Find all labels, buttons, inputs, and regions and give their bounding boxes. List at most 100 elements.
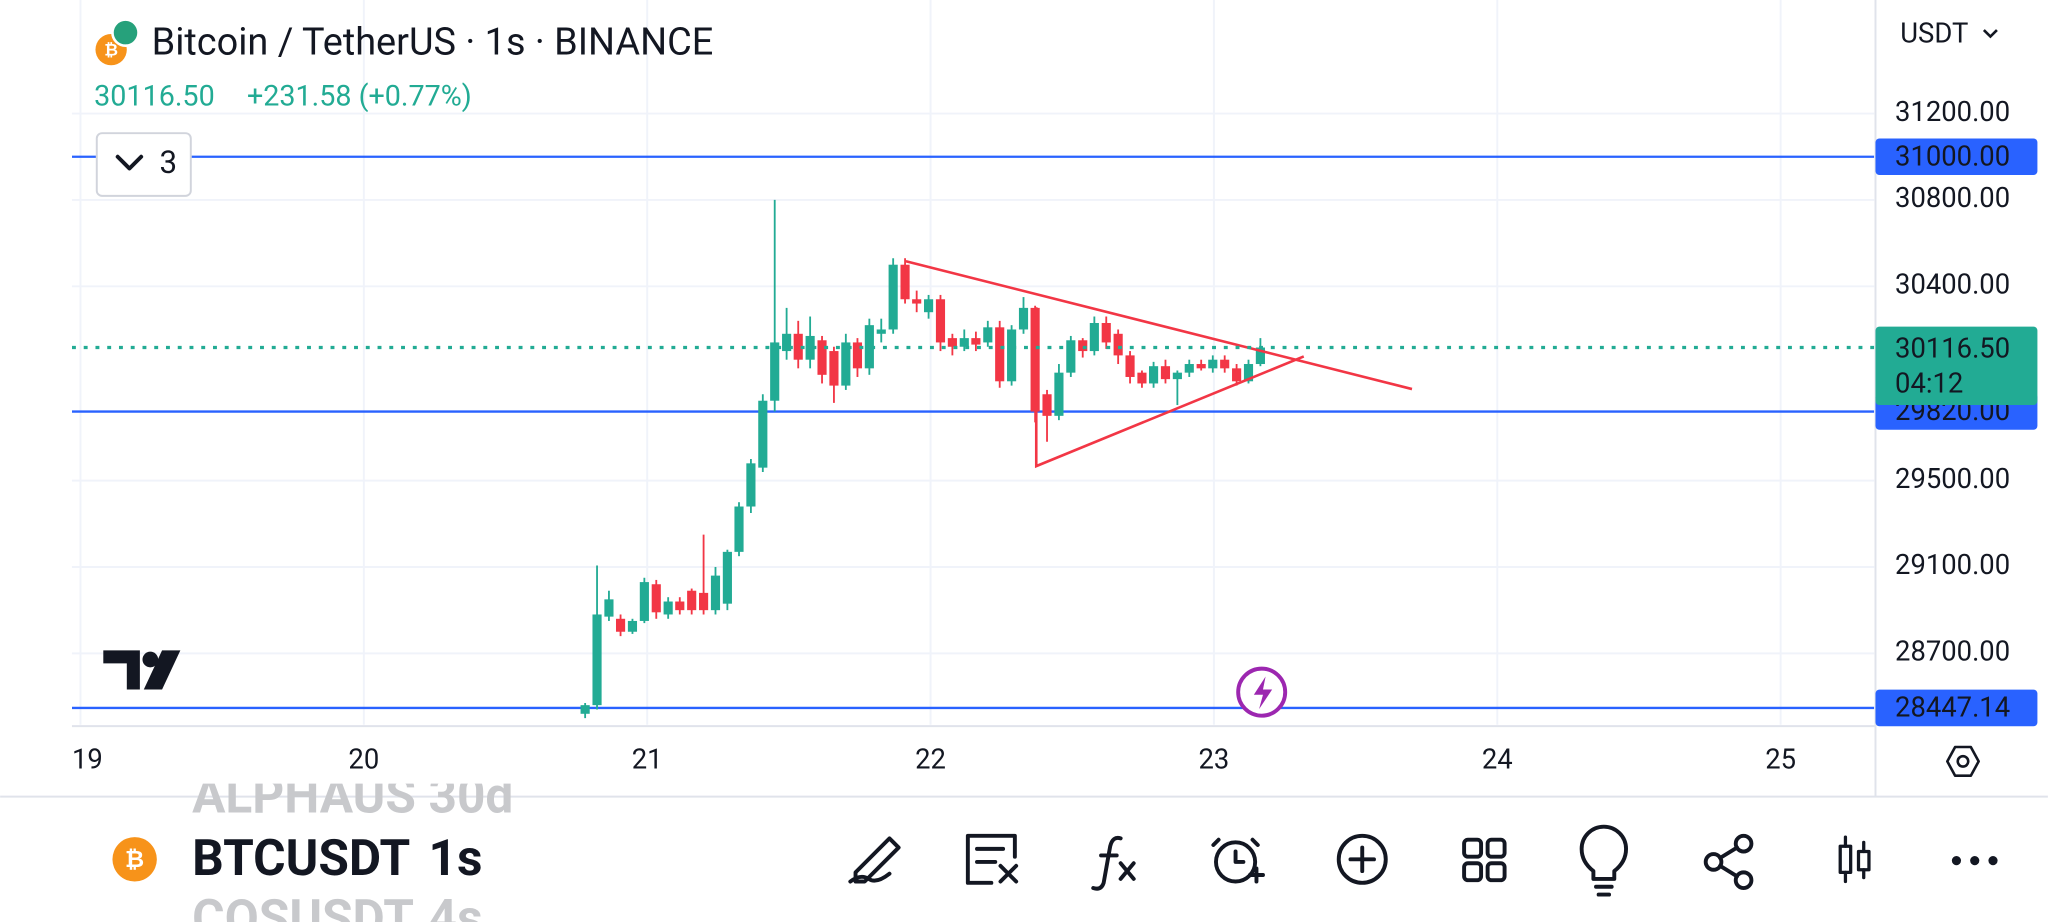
candle-body: [770, 342, 780, 401]
grid-icon: [1485, 861, 1507, 883]
candle-body: [675, 601, 685, 611]
candle-body: [900, 264, 910, 300]
alert-tool[interactable]: [1211, 837, 1265, 884]
share-icon[interactable]: [1703, 852, 1724, 872]
candle-body: [722, 551, 732, 604]
candle-body: [817, 340, 827, 375]
logo-part: [142, 651, 159, 668]
interval-prev[interactable]: 30d: [428, 767, 513, 826]
layout-tool[interactable]: [1462, 837, 1507, 883]
candle-body: [864, 325, 874, 369]
candle-body: [782, 333, 792, 352]
candle-body: [604, 599, 614, 617]
more-tool[interactable]: [1951, 856, 1998, 866]
btc-glyph: ₿: [125, 845, 144, 873]
y-tick-label: 30800.00: [1895, 182, 2010, 214]
candle-body: [805, 335, 815, 360]
object-tree[interactable]: [965, 833, 1019, 885]
candle-body: [912, 299, 922, 304]
tether-icon: [111, 18, 140, 48]
candle-body: [746, 463, 756, 507]
pencil-icon[interactable]: [848, 836, 901, 884]
y-tick-label: 31200.00: [1895, 96, 2010, 128]
grid-icon[interactable]: [1462, 837, 1484, 859]
y-tick-label: 29100.00: [1895, 549, 2010, 581]
replay-badge[interactable]: [1236, 666, 1288, 718]
price-label: 31000.00: [1895, 140, 2010, 172]
alarm-icon[interactable]: [1214, 840, 1258, 884]
candle-body: [935, 299, 946, 343]
candle-body: [971, 338, 981, 345]
interval-current[interactable]: 1s: [428, 830, 482, 888]
settings-icon[interactable]: [1946, 745, 1980, 778]
x-tick-label: 23: [1199, 744, 1230, 776]
symbol-names: ALPHAUSDT BTCUSDT COSUSDT: [192, 767, 477, 922]
draw-tool[interactable]: [848, 836, 901, 884]
trend-drawing: [905, 259, 1413, 391]
price-label: 28447.14: [1895, 691, 2010, 723]
last-price: 30116.50: [94, 80, 215, 114]
candle-body: [1196, 364, 1206, 369]
candle-body: [1232, 368, 1242, 382]
fx-icon[interactable]: [1091, 835, 1136, 891]
indicators-toggle[interactable]: 3: [95, 132, 192, 197]
currency[interactable]: USDT: [1900, 18, 1968, 50]
indicators-button[interactable]: [95, 132, 192, 197]
x-tick-label: 22: [915, 744, 946, 776]
chart-type-tool[interactable]: [1838, 835, 1871, 884]
dot: [1988, 856, 1998, 866]
grid-icon: [1462, 861, 1484, 883]
indicators-tool[interactable]: [1091, 835, 1136, 891]
add-tool[interactable]: [1336, 833, 1388, 885]
symbol-switcher[interactable]: ₿ ALPHAUSDT BTCUSDT COSUSDT 30d 1s 4s: [112, 767, 513, 922]
btc-icon: [112, 837, 157, 882]
candle-body: [663, 601, 673, 615]
settings-icon-center: [1956, 754, 1970, 768]
candle-body: [841, 342, 851, 386]
candle-body: [687, 590, 697, 611]
alarm-hands: [1211, 837, 1265, 884]
share-tool[interactable]: [1703, 833, 1754, 891]
symbol-header: ₿ Bitcoin / TetherUS · 1s · BINANCE 3011…: [94, 18, 713, 114]
dot[interactable]: [1951, 856, 1962, 866]
chevron: [115, 154, 144, 171]
bulb-icon[interactable]: [1579, 824, 1629, 897]
x-tick-label: 25: [1765, 744, 1796, 776]
lightning: [1253, 676, 1273, 710]
overlay: 31200.00 30800.00 30400.00 29500.00 29100.00…: [72, 96, 2038, 776]
candle-body: [1042, 394, 1052, 416]
indicators-count[interactable]: 3: [159, 144, 177, 181]
share-node: [1733, 870, 1754, 891]
dot: [1970, 856, 1980, 866]
toolbar: [848, 824, 1998, 897]
symbol-prev[interactable]: ALPHAUSDT: [192, 767, 477, 826]
candle-body: [995, 327, 1005, 382]
currency-select[interactable]: USDT: [1900, 18, 1998, 50]
candle-body: [734, 506, 744, 552]
symbol-next[interactable]: COSUSDT: [192, 890, 414, 922]
candle-body: [627, 620, 638, 632]
candle-body: [1220, 359, 1230, 369]
symbol-intervals: 30d 1s 4s: [428, 767, 513, 922]
candle-body: [924, 299, 934, 313]
candle-body: [852, 342, 863, 369]
list-icon[interactable]: [965, 833, 1019, 885]
candle-body: [1066, 340, 1076, 373]
axis-settings[interactable]: [1946, 745, 1980, 778]
candle-body: [580, 705, 590, 714]
candle-body: [710, 575, 721, 611]
interval-next[interactable]: 4s: [428, 890, 482, 922]
candle-body: [592, 614, 602, 706]
plus-icon[interactable]: [1336, 833, 1388, 885]
x-tick-label: 21: [632, 744, 663, 776]
symbol-current[interactable]: BTCUSDT: [192, 830, 410, 888]
candle-body: [1054, 372, 1064, 416]
candle-body: [1018, 307, 1029, 330]
price-label-box: [1875, 689, 2038, 727]
x-tick-label: 19: [72, 744, 103, 776]
tv-logo: [103, 650, 181, 690]
candle-body: [651, 584, 661, 613]
ideas-tool[interactable]: [1579, 824, 1629, 897]
candle-body: [1208, 359, 1218, 369]
